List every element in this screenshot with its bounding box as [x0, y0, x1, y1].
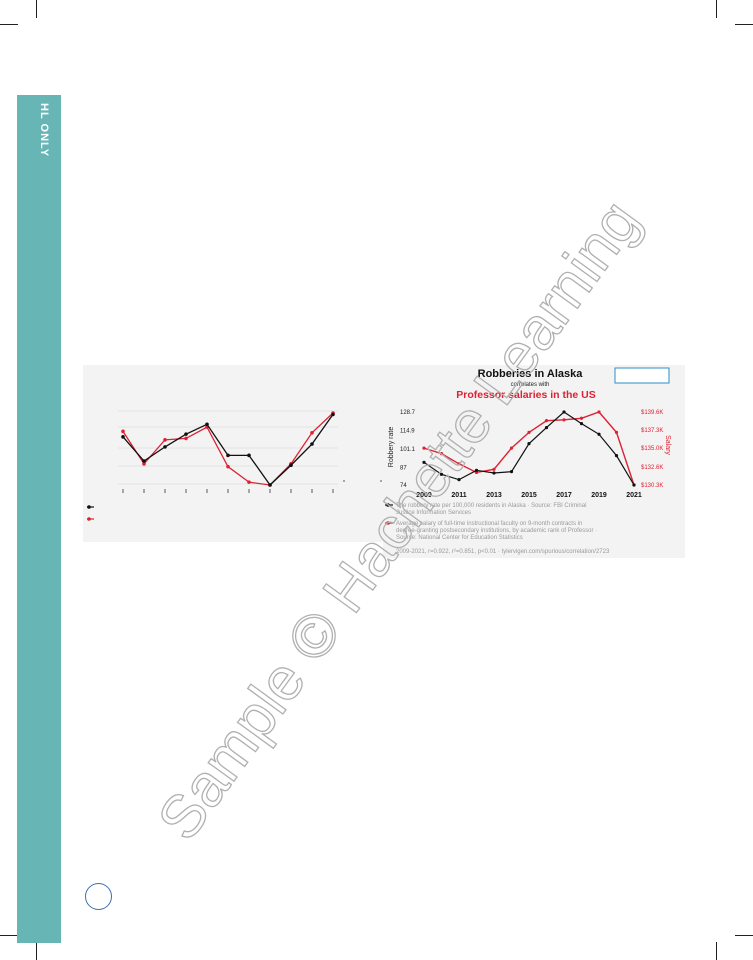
robbery-point	[579, 422, 584, 426]
chart-subtitle: Professor salaries in the US	[456, 389, 595, 401]
data-point	[331, 412, 335, 417]
data-point	[205, 422, 209, 427]
robbery-point	[527, 442, 531, 446]
y-left-tick-label: 87	[400, 466, 407, 472]
y-left-tick-label: 114.9	[400, 428, 415, 434]
salary-point	[527, 430, 531, 435]
salary-point	[457, 462, 461, 466]
y-right-tick-label: $137.3K	[641, 428, 663, 434]
x-tick-label: 2011	[451, 492, 466, 499]
hl-only-label: HL ONLY	[38, 103, 50, 158]
series-line	[122, 412, 334, 486]
crop-mark	[0, 935, 18, 936]
y-axis-label-right: Salary	[664, 435, 671, 455]
data-point	[226, 464, 230, 469]
robbery-point	[422, 460, 426, 464]
chart-correlates: correlates with	[511, 382, 550, 388]
left-chart-panel	[83, 365, 383, 542]
right-chart-panel: Robberies in Alaska correlates with Prof…	[383, 365, 685, 558]
x-tick-label: 2017	[556, 492, 572, 499]
robbery-point	[632, 483, 636, 487]
legend-label: The robbery rate per 100,000 residents i…	[396, 503, 586, 516]
x-tick-label: 2019	[591, 492, 607, 499]
crop-mark	[716, 942, 717, 960]
robbery-point	[492, 471, 496, 475]
data-point	[247, 480, 251, 484]
crop-mark	[36, 942, 37, 960]
data-point	[247, 453, 251, 458]
salary-point	[544, 419, 549, 423]
y-left-tick-label: 74	[400, 483, 407, 489]
robbery-point	[562, 410, 566, 414]
crop-mark	[735, 24, 753, 25]
data-point	[310, 442, 314, 446]
y-right-tick-label: $139.6K	[641, 410, 663, 416]
salary-point	[579, 416, 584, 420]
y-left-tick-label: 101.1	[400, 447, 416, 453]
y-right-tick-label: $130.3K	[641, 483, 663, 489]
data-point	[121, 435, 125, 439]
robbery-point	[439, 472, 444, 476]
salary-point	[562, 418, 566, 422]
crop-mark	[735, 935, 753, 936]
right-line-chart: Robberies in Alaska correlates with Prof…	[385, 367, 671, 555]
left-line-chart	[87, 410, 382, 521]
data-point	[184, 436, 188, 441]
robbery-point	[457, 478, 461, 482]
sidebar-band	[17, 95, 61, 943]
y-axis-label-left: Robbery rate	[388, 427, 395, 468]
robbery-point	[597, 432, 601, 436]
crop-mark	[716, 0, 717, 18]
chart-footer: 2009-2021, r=0.922, r²=0.851, p<0.01 · t…	[396, 549, 610, 555]
x-tick-label: 2009	[416, 492, 432, 499]
crop-mark	[0, 24, 18, 25]
data-point	[268, 483, 272, 487]
robbery-point	[474, 468, 479, 472]
data-point	[289, 463, 293, 468]
series-line	[122, 414, 334, 486]
data-point	[121, 429, 125, 434]
salary-point	[422, 446, 426, 450]
data-point	[310, 430, 314, 435]
salary-point	[614, 430, 619, 435]
salary-line	[423, 411, 635, 486]
salary-point	[597, 410, 601, 414]
data-point	[184, 432, 188, 436]
legend-label: Average salary of full-time instructiona…	[396, 521, 597, 541]
legend-swatch-point	[386, 521, 390, 525]
x-tick-label: 2021	[626, 492, 642, 499]
salary-point	[509, 446, 514, 450]
data-point	[163, 438, 167, 442]
salary-point	[492, 467, 496, 471]
crop-mark	[36, 0, 37, 18]
robbery-line	[423, 411, 635, 486]
data-point	[163, 445, 167, 449]
x-tick-label: 2015	[521, 492, 537, 499]
data-point	[226, 453, 230, 458]
legend-swatch-point	[386, 503, 390, 507]
salary-point	[439, 452, 444, 456]
data-point	[142, 462, 146, 466]
page-number-circle	[85, 883, 112, 910]
robbery-point	[614, 454, 619, 458]
x-tick-label: 2013	[486, 492, 502, 499]
y-left-tick-label: 128.7	[400, 410, 416, 416]
y-right-tick-label: $132.6K	[641, 465, 663, 471]
robbery-point	[544, 426, 549, 430]
data-point	[142, 459, 146, 463]
y-right-tick-label: $135.0K	[641, 446, 663, 452]
chart-title: Robberies in Alaska	[478, 368, 584, 380]
robbery-point	[509, 470, 514, 474]
